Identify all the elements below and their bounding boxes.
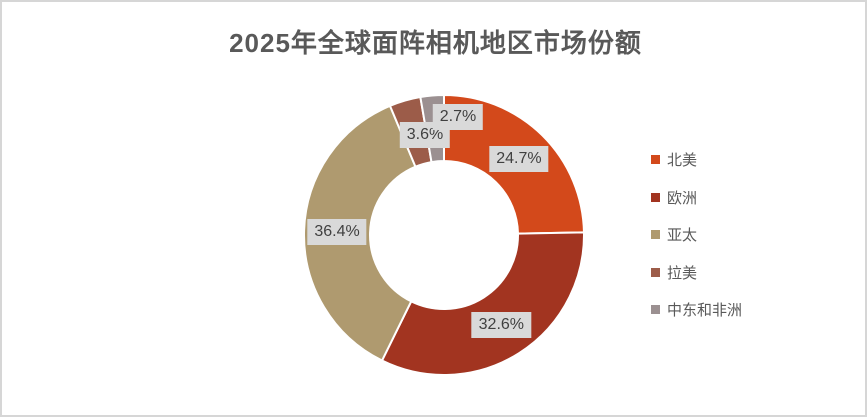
legend-label: 北美 xyxy=(667,152,698,170)
legend-item-3: 拉美 xyxy=(651,254,742,292)
chart-title: 2025年全球面阵相机地区市场份额 xyxy=(229,28,642,58)
legend-swatch-icon xyxy=(651,267,660,277)
legend-swatch-icon xyxy=(651,305,660,315)
legend-label: 亚太 xyxy=(667,227,698,245)
legend-swatch-icon xyxy=(651,230,660,240)
legend-label: 拉美 xyxy=(667,264,698,282)
legend-swatch-icon xyxy=(651,155,660,165)
data-label: 32.6% xyxy=(471,312,532,339)
legend-label: 中东和非洲 xyxy=(667,302,743,320)
legend-label: 欧洲 xyxy=(667,189,698,207)
legend-item-2: 亚太 xyxy=(651,216,742,254)
legend: 北美 欧洲 亚太 拉美 中东和非洲 xyxy=(651,141,742,329)
donut-slice-1 xyxy=(381,231,585,376)
legend-item-1: 欧洲 xyxy=(651,179,742,217)
legend-item-4: 中东和非洲 xyxy=(651,291,742,329)
data-label: 36.4% xyxy=(307,218,367,245)
legend-swatch-icon xyxy=(651,192,660,202)
legend-item-0: 北美 xyxy=(651,141,742,179)
data-label: 24.7% xyxy=(489,145,549,172)
data-label: 2.7% xyxy=(432,104,484,130)
